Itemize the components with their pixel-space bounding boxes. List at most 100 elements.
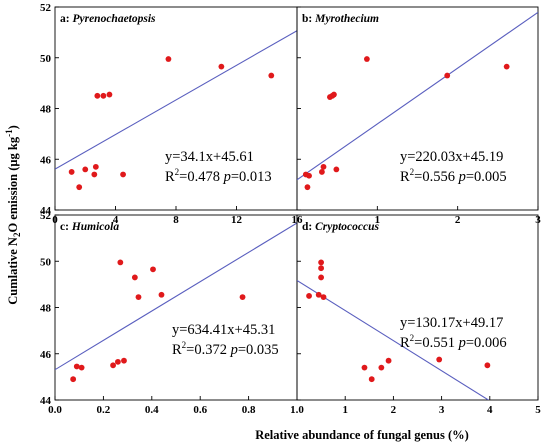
data-point <box>68 169 75 175</box>
data-point <box>92 163 99 170</box>
data-point <box>218 63 225 70</box>
x-tick-label: 1 <box>375 214 381 226</box>
regression-equation: y=130.17x+49.17 <box>400 315 503 331</box>
panel-title: c: Humicola <box>60 221 119 233</box>
panel-b: 1 2 3b: Myrotheciumy=220.03x+45.19R2=0.556… <box>296 6 541 226</box>
data-point <box>436 356 443 363</box>
data-point <box>318 265 324 272</box>
x-tick-label: 1.0 <box>290 404 304 416</box>
p-value: =0.005 <box>466 169 507 185</box>
r2-superscript: 2 <box>175 167 180 177</box>
data-point <box>70 376 77 383</box>
y-tick-label: 44 <box>40 205 52 217</box>
data-point <box>385 357 392 364</box>
r2-superscript: 2 <box>410 167 415 177</box>
panel-title: b: Myrothecium <box>302 13 379 25</box>
data-point <box>333 166 340 173</box>
y-tick-label: 48 <box>40 303 52 315</box>
x-tick-label: 3 <box>439 404 445 416</box>
data-point <box>115 358 121 365</box>
r2-value: =0.556 <box>414 169 458 185</box>
data-point <box>120 171 126 178</box>
data-point <box>331 91 337 98</box>
regression-equation: y=34.1x+45.61 <box>165 149 254 165</box>
r2-label: R <box>172 342 182 358</box>
regression-stats: R2=0.551 p=0.006 <box>400 333 507 351</box>
y-tick-label: 50 <box>40 256 52 268</box>
data-point <box>319 169 325 175</box>
regression-equation: y=634.41x+45.31 <box>172 322 275 338</box>
data-point <box>117 259 124 266</box>
regression-stats: R2=0.478 p=0.013 <box>165 167 272 185</box>
p-value: =0.013 <box>231 169 272 185</box>
x-tick-label: 0.4 <box>145 404 159 416</box>
data-point <box>320 163 327 170</box>
data-point <box>315 291 322 298</box>
data-point <box>73 363 80 370</box>
data-point <box>135 294 142 300</box>
data-point <box>368 376 375 383</box>
x-tick-label: 8 <box>173 214 179 226</box>
y-axis-label: Cumlative N2O emission (μg kg-1) <box>4 125 22 305</box>
data-point <box>165 56 172 62</box>
trend-line <box>297 11 538 181</box>
x-tick-label: 12 <box>231 214 243 226</box>
p-value: =0.035 <box>238 342 279 358</box>
x-tick-label: 2 <box>391 404 397 416</box>
plot-frame <box>54 214 298 401</box>
p-value: =0.006 <box>466 335 507 351</box>
panel-title: d: Cryptococcus <box>302 221 380 233</box>
x-tick-label: 4 <box>487 404 493 416</box>
data-point <box>121 357 127 364</box>
r2-label: R <box>400 169 410 185</box>
r2-label: R <box>400 335 410 351</box>
y-tick-label: 44 <box>40 395 52 407</box>
x-axis-label: Relative abundance of fungal genus (%) <box>255 428 469 442</box>
genus-name: Humicola <box>71 221 120 233</box>
genus-name: Pyrenochaetopsis <box>72 13 156 25</box>
data-point <box>110 362 116 369</box>
x-tick-label: 0.2 <box>97 404 111 416</box>
data-point <box>100 92 107 99</box>
r2-label: R <box>165 169 175 185</box>
data-point <box>268 72 275 79</box>
data-point <box>378 364 385 371</box>
regression-stats: R2=0.556 p=0.005 <box>400 167 507 185</box>
data-point <box>78 364 85 371</box>
x-tick-label: 0.0 <box>48 404 62 416</box>
data-point <box>318 274 324 281</box>
data-point <box>106 91 113 98</box>
p-label: p <box>223 169 231 185</box>
x-tick-label: 0.6 <box>193 404 207 416</box>
y-tick-label: 46 <box>40 349 52 361</box>
data-point <box>76 184 83 191</box>
data-point <box>306 293 312 299</box>
x-tick-label: 0.8 <box>242 404 256 416</box>
data-point <box>318 259 324 266</box>
x-tick-label: 2 <box>455 214 461 226</box>
x-tick-label: 1 <box>342 404 348 416</box>
panel-letter: b: <box>302 13 315 25</box>
r2-value: =0.478 <box>179 169 223 185</box>
y-tick-label: 48 <box>40 104 52 116</box>
r2-value: =0.372 <box>186 342 230 358</box>
y-tick-label: 46 <box>40 154 52 166</box>
p-label: p <box>458 169 466 185</box>
data-point <box>150 266 156 273</box>
data-point <box>361 364 368 371</box>
y-tick-label: 52 <box>40 2 52 14</box>
panel-letter: a: <box>60 13 72 25</box>
genus-name: Myrothecium <box>314 13 379 25</box>
r2-superscript: 2 <box>410 333 415 343</box>
panel-letter: c: <box>60 221 72 233</box>
data-point <box>158 291 165 298</box>
p-label: p <box>458 335 466 351</box>
data-point <box>363 56 370 62</box>
data-point <box>320 294 327 300</box>
p-label: p <box>230 342 238 358</box>
data-point <box>484 362 491 369</box>
x-tick-label: 5 <box>535 404 541 416</box>
